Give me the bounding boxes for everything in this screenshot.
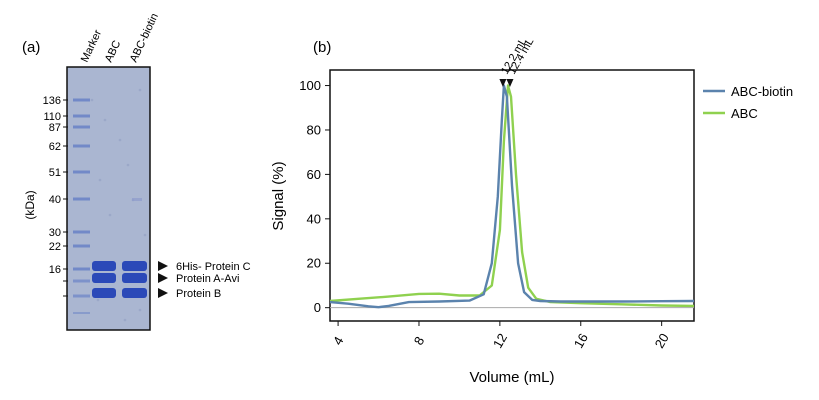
marker-band	[73, 267, 90, 271]
y-axis-title: Signal (%)	[270, 161, 287, 230]
y-tick-label: 0	[314, 300, 321, 315]
marker-tick-label: 30	[49, 227, 61, 239]
marker-tick-label: 62	[49, 141, 61, 153]
x-tick-label: 20	[652, 331, 672, 351]
band-arrow-icon	[158, 261, 168, 271]
gel-speck	[118, 138, 122, 142]
band-arrow-icon	[158, 273, 168, 283]
marker-band	[73, 114, 90, 118]
kda-axis-label: (kDa)	[23, 190, 37, 219]
band-annotation-label: Protein B	[176, 288, 221, 300]
gel-speck	[143, 233, 147, 237]
marker-tick-label: 136	[43, 95, 61, 107]
marker-tick-label: 51	[49, 167, 61, 179]
y-tick-label: 80	[307, 122, 321, 137]
y-tick-label: 20	[307, 256, 321, 271]
marker-band	[73, 144, 90, 148]
marker-lane	[73, 98, 90, 314]
legend: ABC-biotin ABC	[703, 84, 793, 121]
marker-band	[73, 312, 90, 314]
y-tick-label: 60	[307, 167, 321, 182]
peak-arrow-icon	[499, 79, 507, 87]
marker-band	[73, 279, 90, 283]
series-line-abc	[329, 84, 695, 308]
marker-tick-label: 40	[49, 194, 61, 206]
band-arrow-icon	[158, 288, 168, 298]
band-annotation-label: 6His- Protein C	[176, 261, 251, 273]
y-axis: 0 20 40 60 80 100	[299, 78, 330, 315]
marker-tick-label: 22	[49, 241, 61, 253]
y-tick-label: 40	[307, 211, 321, 226]
x-tick-label: 16	[571, 331, 591, 351]
gel-speck	[108, 213, 112, 217]
protein-band	[92, 273, 116, 283]
x-tick-label: 8	[411, 334, 428, 348]
marker-band	[73, 197, 90, 201]
protein-band	[92, 288, 116, 298]
marker-band	[73, 244, 90, 248]
x-axis: 4 8 12 16 20	[330, 321, 672, 351]
faint-band-40kda	[132, 198, 142, 201]
marker-tick-label: 87	[49, 122, 61, 134]
protein-band	[122, 261, 147, 271]
peak-arrow-icon	[506, 79, 514, 87]
x-tick-label: 4	[330, 334, 347, 348]
series-lines	[329, 84, 695, 309]
panel-a-gel: (a) Marker ABC ABC-biotin (kDa) 136 11087…	[22, 12, 251, 331]
lane-label-marker: Marker	[79, 28, 104, 64]
marker-tick-label: 16	[49, 264, 61, 276]
protein-band	[122, 273, 147, 283]
sample-bands	[92, 261, 147, 298]
gel-texture	[90, 88, 147, 322]
protein-band	[122, 288, 147, 298]
x-tick-label: 12	[490, 331, 510, 351]
gel-speck	[96, 298, 100, 302]
marker-band	[73, 125, 90, 129]
legend-label: ABC-biotin	[731, 84, 793, 99]
band-annotation-label: Protein A-Avi	[176, 273, 239, 285]
gel-speck	[123, 318, 127, 322]
protein-band	[92, 261, 116, 271]
series-line-abc-biotin	[329, 84, 695, 309]
gel-speck	[90, 98, 94, 102]
marker-tick-label: 110	[43, 111, 61, 123]
gel-speck	[138, 308, 142, 312]
lane-label-abc-biotin: ABC-biotin	[128, 12, 161, 65]
gel-speck	[98, 178, 102, 182]
marker-band	[73, 98, 90, 102]
gel-speck	[103, 118, 107, 122]
legend-label: ABC	[731, 106, 758, 121]
panel-b-label: (b)	[313, 39, 331, 56]
gel-speck	[138, 88, 142, 92]
marker-band	[73, 170, 90, 174]
lane-label-abc: ABC	[103, 39, 123, 65]
marker-band	[73, 230, 90, 234]
plot-frame	[329, 69, 695, 322]
x-axis-title: Volume (mL)	[469, 369, 554, 386]
gel-speck	[126, 163, 130, 167]
y-tick-label: 100	[299, 78, 321, 93]
marker-band	[73, 294, 90, 298]
panel-a-label: (a)	[22, 39, 40, 56]
panel-b-chart: (b) 0 20 40 60 80 100 4 8 12 16 20 Signal (%) Vol…	[270, 36, 793, 386]
